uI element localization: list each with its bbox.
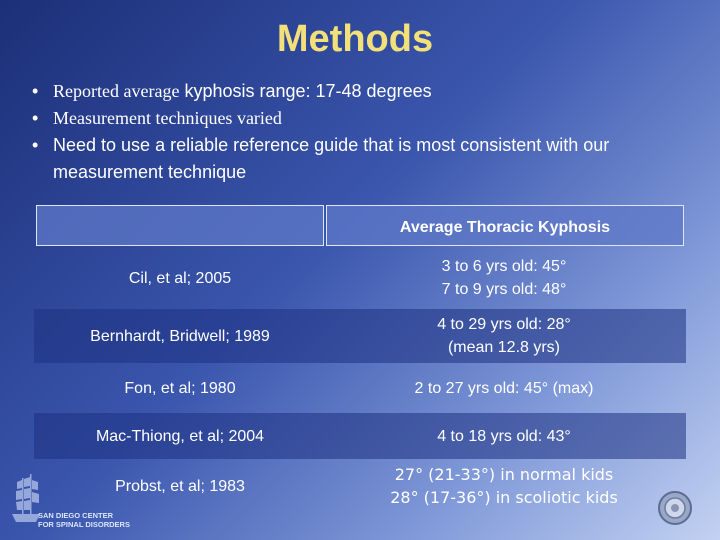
bullet-text: Need to use a reliable reference guide t… <box>53 135 610 182</box>
logo-line: SAN DIEGO CENTER <box>38 511 114 520</box>
value-line: (mean 12.8 yrs) <box>447 339 561 356</box>
bullet-item: • Measurement techniques varied <box>32 105 702 132</box>
table-row: Probst, et al; 1983 27° (21-33°) in norm… <box>34 459 686 513</box>
round-seal-icon <box>658 491 692 525</box>
table-row: Mac-Thiong, et al; 2004 4 to 18 yrs old:… <box>34 413 686 459</box>
value-cell: 2 to 27 yrs old: 45° (max) <box>326 363 682 413</box>
value-cell: 4 to 18 yrs old: 43° <box>326 413 682 459</box>
study-cell: Mac-Thiong, et al; 2004 <box>95 427 265 445</box>
sailing-ship-logo-icon <box>12 474 40 522</box>
bullet-text-serif: Measurement techniques varied <box>53 108 282 128</box>
table-header: Average Thoracic Kyphosis <box>34 203 686 246</box>
study-cell: Fon, et al; 1980 <box>124 379 236 397</box>
bullet-text-serif: Reported average <box>53 81 180 101</box>
value-line: 4 to 29 yrs old: 28° <box>437 316 571 333</box>
value-line: 4 to 18 yrs old: 43° <box>437 427 571 445</box>
kyphosis-table: Average Thoracic Kyphosis Cil, et al; 20… <box>34 203 686 513</box>
value-cell: 3 to 6 yrs old: 45° 7 to 9 yrs old: 48° <box>326 247 682 309</box>
table-row: Bernhardt, Bridwell; 1989 4 to 29 yrs ol… <box>34 309 686 363</box>
header-title-cell: Average Thoracic Kyphosis <box>326 205 684 246</box>
value-line: 2 to 27 yrs old: 45° (max) <box>414 379 594 397</box>
table-row: Fon, et al; 1980 2 to 27 yrs old: 45° (m… <box>34 363 686 413</box>
bullet-dot: • <box>32 135 39 155</box>
value-line: 7 to 9 yrs old: 48° <box>441 281 567 298</box>
study-cell: Probst, et al; 1983 <box>115 477 245 495</box>
value-line: 28° (17-36°) in scoliotic kids <box>390 488 618 507</box>
bullet-dot: • <box>32 108 39 128</box>
value-line: 3 to 6 yrs old: 45° <box>441 258 567 275</box>
bullet-text: kyphosis range: 17-48 degrees <box>179 81 432 101</box>
header-empty-cell <box>36 205 324 246</box>
value-cell: 27° (21-33°) in normal kids 28° (17-36°)… <box>326 459 682 513</box>
logo-line: FOR SPINAL DISORDERS <box>38 520 130 529</box>
bullet-list: • Reported average kyphosis range: 17-48… <box>32 78 702 186</box>
bullet-item: • Need to use a reliable reference guide… <box>32 132 702 186</box>
bullet-item: • Reported average kyphosis range: 17-48… <box>32 78 702 105</box>
value-line: 27° (21-33°) in normal kids <box>394 465 614 484</box>
study-cell: Bernhardt, Bridwell; 1989 <box>90 327 270 345</box>
slide-title: Methods <box>276 18 434 60</box>
table-row: Cil, et al; 2005 3 to 6 yrs old: 45° 7 t… <box>34 247 686 309</box>
value-cell: 4 to 29 yrs old: 28° (mean 12.8 yrs) <box>326 309 682 363</box>
bullet-dot: • <box>32 81 39 101</box>
study-cell: Cil, et al; 2005 <box>128 269 232 287</box>
logo-text: SAN DIEGO CENTER FOR SPINAL DISORDERS <box>38 511 130 529</box>
